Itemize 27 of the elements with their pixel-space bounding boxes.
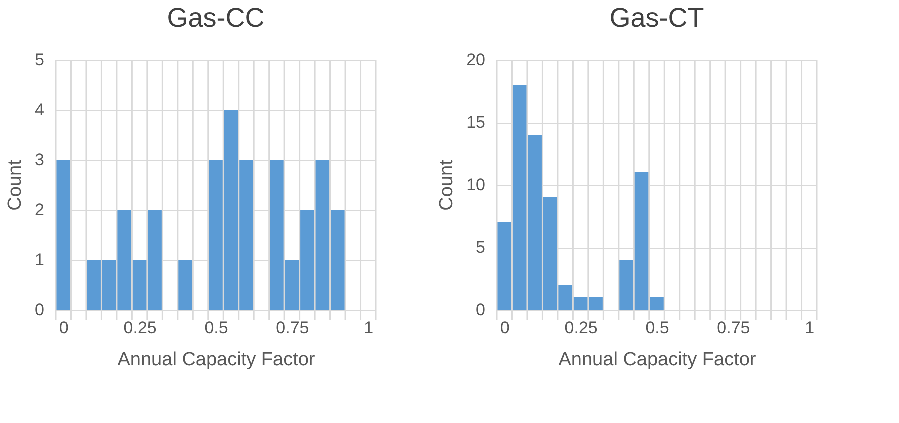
y-tick-label: 4 bbox=[35, 100, 44, 120]
x-tick-label: 0.75 bbox=[717, 318, 750, 338]
y-axis-title: Count bbox=[436, 159, 458, 211]
x-tick-label: 1 bbox=[364, 318, 374, 338]
y-tick-label: 5 bbox=[35, 50, 44, 70]
y-tick-label: 15 bbox=[466, 113, 486, 132]
x-tick-label: 0.5 bbox=[646, 318, 670, 338]
y-tick-label: 0 bbox=[476, 300, 486, 320]
y-tick-label: 5 bbox=[476, 238, 486, 257]
x-tick-label: 0.5 bbox=[204, 318, 228, 338]
chart-title: Gas-CT bbox=[610, 3, 704, 33]
x-tick-label: 0.75 bbox=[276, 318, 310, 338]
x-tick-label: 0 bbox=[59, 318, 69, 338]
x-tick-label: 0 bbox=[500, 318, 510, 338]
y-tick-label: 2 bbox=[35, 200, 44, 220]
x-tick-label: 0.25 bbox=[124, 318, 157, 338]
y-tick-label: 10 bbox=[466, 176, 486, 194]
chart-title: Gas-CC bbox=[167, 3, 265, 33]
x-axis-title: Annual Capacity Factor bbox=[558, 350, 757, 370]
x-tick-label: 1 bbox=[805, 318, 815, 338]
y-tick-label: 0 bbox=[35, 300, 44, 320]
y-axis-title: Count bbox=[5, 159, 26, 211]
y-tick-label: 1 bbox=[35, 250, 44, 270]
y-tick-label: 20 bbox=[466, 50, 486, 70]
x-tick-label: 0.25 bbox=[564, 318, 598, 338]
x-axis-title: Annual Capacity Factor bbox=[118, 350, 316, 370]
y-tick-label: 3 bbox=[35, 150, 44, 170]
